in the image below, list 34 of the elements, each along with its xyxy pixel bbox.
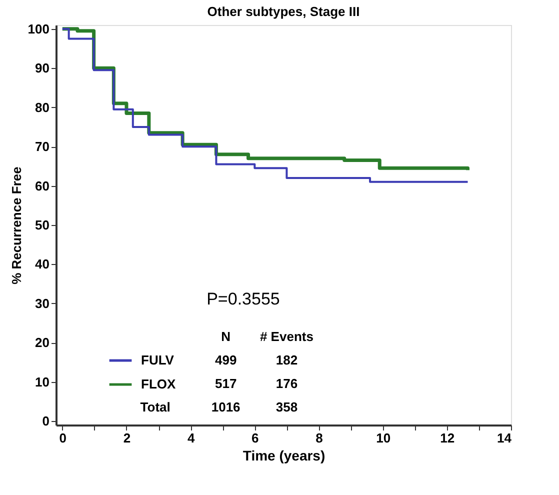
y-tick-label: 100 <box>28 21 50 36</box>
x-tick-label: 8 <box>316 430 323 446</box>
x-tick-label: 0 <box>59 430 67 446</box>
y-tick-label: 70 <box>35 139 50 154</box>
x-tick-label: 4 <box>187 430 196 446</box>
legend-label: FULV <box>141 352 174 368</box>
x-tick-label: 6 <box>252 430 259 446</box>
annotation: 1016 <box>211 399 240 414</box>
y-tick-label: 20 <box>35 335 50 350</box>
annotation: 499 <box>214 352 237 368</box>
y-tick-label: 30 <box>35 296 50 311</box>
y-tick-label: 50 <box>35 218 50 232</box>
x-axis-title: Time (years) <box>242 448 326 464</box>
x-tick-label: 2 <box>123 430 131 446</box>
y-tick-label: 0 <box>42 414 50 429</box>
y-tick-label: 80 <box>35 100 50 115</box>
y-tick-label: 60 <box>35 178 50 194</box>
annotation: Total <box>140 399 170 414</box>
annotation: # Events <box>260 328 314 344</box>
y-tick-label: 90 <box>35 60 50 76</box>
x-tick-label: 12 <box>440 430 455 446</box>
x-tick-label: 10 <box>376 430 391 446</box>
legend-label: FLOX <box>141 376 176 392</box>
annotation: P=0.3555 <box>206 290 280 309</box>
chart-title: Other subtypes, Stage III <box>207 4 360 19</box>
annotation: 176 <box>276 376 298 391</box>
x-tick-label: 14 <box>497 430 512 446</box>
annotation: 517 <box>214 376 237 391</box>
y-tick-label: 10 <box>35 374 50 390</box>
annotation: 182 <box>276 352 298 368</box>
y-axis-title: % Recurrence Free <box>8 166 24 284</box>
annotation: 358 <box>276 399 298 414</box>
y-tick-label: 40 <box>35 256 50 272</box>
annotation: N <box>221 328 231 344</box>
